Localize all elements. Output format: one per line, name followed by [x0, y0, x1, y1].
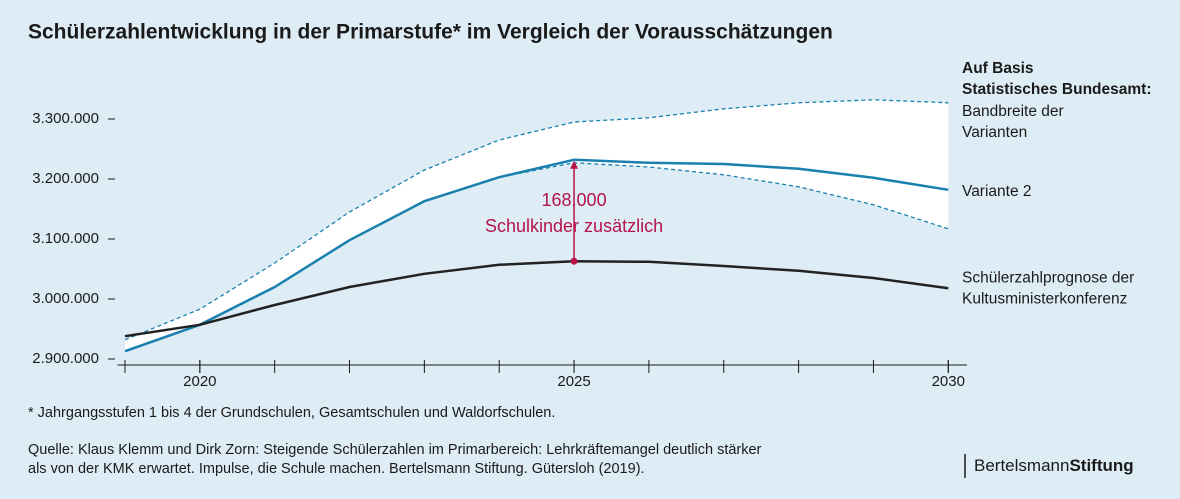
annotation-text: 168.000	[542, 190, 607, 210]
legend-label: Bandbreite der	[962, 103, 1064, 120]
logo-part: Bertelsmann	[974, 456, 1069, 475]
logo: BertelsmannStiftung	[974, 456, 1134, 475]
x-tick-label: 2025	[557, 373, 590, 390]
annotation-text: Schulkinder zusätzlich	[485, 216, 663, 236]
legend-title: Statistisches Bundesamt:	[962, 81, 1152, 98]
series-line	[124, 158, 949, 353]
legend-label: Schülerzahlprognose der	[962, 269, 1134, 286]
y-tick-label: 3.300.000	[32, 110, 99, 127]
legend-label: Kultusministerkonferenz	[962, 290, 1127, 307]
source: Quelle: Klaus Klemm und Dirk Zorn: Steig…	[28, 442, 762, 458]
y-tick-label: 3.200.000	[32, 170, 99, 187]
chart-title: Schülerzahlentwicklung in der Primarstuf…	[28, 21, 833, 44]
annotation-dot	[570, 257, 578, 265]
y-tick-label: 3.100.000	[32, 230, 99, 247]
legend-label: Varianten	[962, 124, 1027, 141]
x-tick-label: 2030	[932, 373, 965, 390]
x-tick-label: 2020	[183, 373, 216, 390]
source: als von der KMK erwartet. Impulse, die S…	[28, 461, 645, 477]
annotation-arrowhead	[570, 160, 579, 169]
legend-title: Auf Basis	[962, 60, 1034, 77]
series-line	[124, 259, 949, 338]
y-tick-label: 3.000.000	[32, 290, 99, 307]
y-tick-label: 2.900.000	[32, 350, 99, 367]
band-area	[125, 99, 949, 352]
legend-label: Variante 2	[962, 183, 1032, 200]
logo-part: Stiftung	[1069, 456, 1133, 475]
band-upper	[124, 99, 949, 341]
footnote: * Jahrgangsstufen 1 bis 4 der Grundschul…	[28, 405, 555, 421]
